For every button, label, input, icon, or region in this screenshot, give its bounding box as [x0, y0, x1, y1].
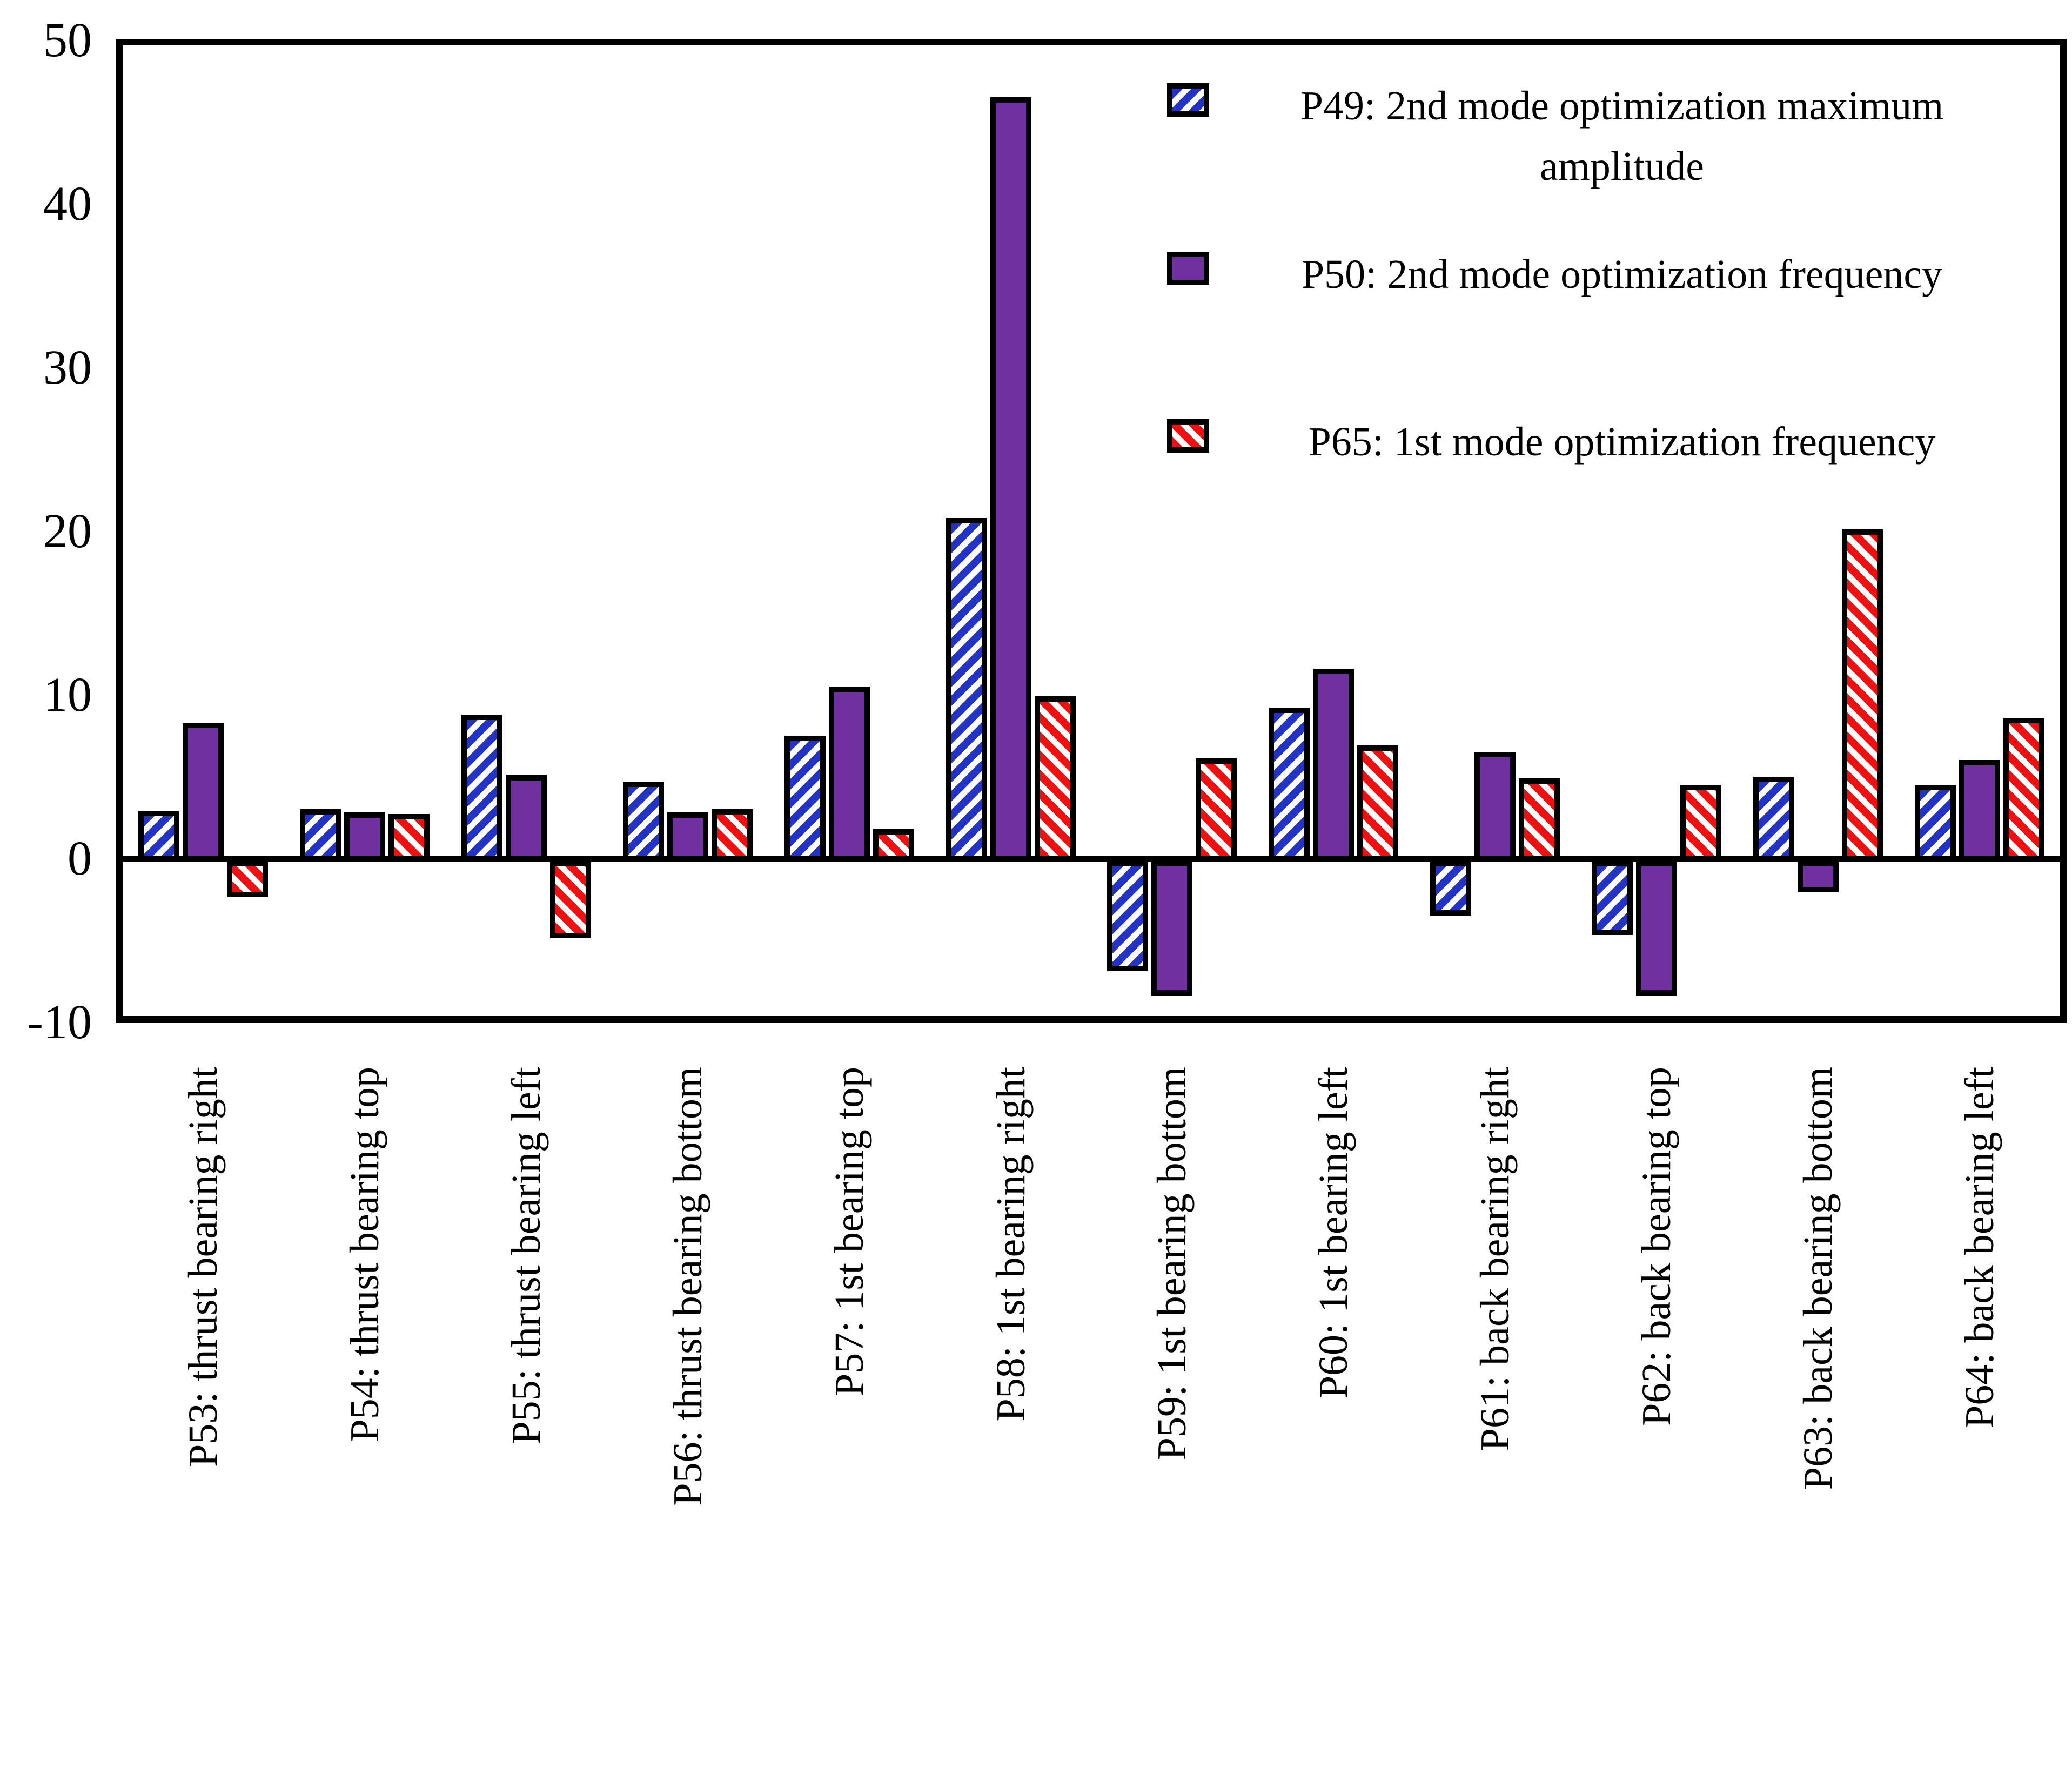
bar-P57-series0: [784, 735, 826, 862]
legend-entry: P65: 1st mode optimization frequency: [1167, 412, 2027, 472]
bar-P62-series1: [1635, 861, 1677, 996]
x-category-label: P59: 1st bearing bottom: [1149, 1067, 1195, 1461]
bar-P57-series1: [828, 687, 870, 862]
y-tick-label: 40: [43, 177, 92, 231]
bar-P64-series1: [1959, 760, 2000, 862]
legend-entry: P49: 2nd mode optimization maximum ampli…: [1167, 76, 2027, 197]
x-category-label: P63: back bearing bottom: [1795, 1067, 1841, 1490]
bar-P60-series1: [1313, 668, 1354, 862]
bar-P61-series1: [1474, 752, 1516, 862]
bar-P54-series1: [344, 812, 386, 862]
bar-P62-series0: [1591, 861, 1633, 936]
bar-P59-series0: [1107, 861, 1149, 971]
bar-P58-series2: [1034, 696, 1076, 862]
legend-swatch-icon: [1167, 252, 1209, 285]
bar-P64-series2: [2003, 717, 2044, 862]
legend-swatch-icon: [1167, 83, 1209, 117]
legend-entry: P50: 2nd mode optimization frequency: [1167, 244, 2027, 305]
bar-P63-series1: [1797, 861, 1839, 893]
legend-swatch-icon: [1167, 419, 1209, 453]
x-category-label: P53: thrust bearing right: [180, 1067, 226, 1467]
bar-P56-series0: [622, 781, 664, 862]
x-category-label: P57: 1st bearing top: [826, 1067, 872, 1397]
bar-P63-series2: [1841, 529, 1883, 862]
bar-P62-series2: [1680, 784, 1721, 862]
y-tick-label: -10: [27, 996, 92, 1049]
bar-P56-series1: [667, 812, 708, 862]
x-category-label: P60: 1st bearing left: [1311, 1067, 1357, 1399]
bar-chart: 50 40 30 20 10 0 -10 P53: thrust bearing right…: [27, 14, 2067, 1506]
plot-area: [116, 39, 2067, 1023]
y-tick-label: 30: [43, 341, 92, 394]
bar-P64-series0: [1914, 784, 1956, 862]
bar-P59-series1: [1151, 861, 1193, 996]
x-category-label: P54: thrust bearing top: [342, 1067, 388, 1442]
bar-P61-series0: [1430, 861, 1472, 916]
legend-label: P49: 2nd mode optimization maximum ampli…: [1300, 83, 1944, 189]
y-tick-label: 0: [68, 832, 92, 885]
bar-P53-series0: [138, 811, 180, 862]
bar-P59-series2: [1196, 758, 1237, 862]
bar-P60-series2: [1357, 745, 1399, 862]
legend-label: P65: 1st mode optimization frequency: [1308, 419, 1936, 465]
bar-P63-series0: [1753, 776, 1794, 862]
x-category-label: P56: thrust bearing bottom: [665, 1067, 710, 1506]
x-category-label: P58: 1st bearing right: [988, 1067, 1034, 1422]
bar-P53-series1: [183, 722, 224, 862]
bars-layer: [123, 45, 2060, 1016]
x-category-label: P55: thrust bearing left: [504, 1067, 549, 1444]
bar-P55-series0: [461, 714, 503, 862]
bar-P58-series0: [946, 517, 987, 862]
zero-axis-line: [123, 856, 2060, 862]
bar-P55-series2: [550, 861, 592, 939]
x-category-label: P64: back bearing left: [1956, 1067, 2002, 1429]
bar-P53-series2: [227, 861, 269, 898]
bar-P60-series0: [1269, 708, 1310, 862]
y-tick-label: 10: [43, 668, 92, 722]
bar-P55-series1: [506, 775, 547, 862]
legend-label: P50: 2nd mode optimization frequency: [1301, 252, 1943, 297]
y-tick-label: 20: [43, 505, 92, 558]
bar-P56-series2: [711, 809, 753, 862]
y-tick-label: 50: [43, 14, 92, 67]
bar-P61-series2: [1519, 778, 1560, 862]
bar-P54-series0: [300, 809, 341, 862]
x-category-label: P61: back bearing right: [1472, 1067, 1518, 1451]
bar-P58-series1: [990, 97, 1031, 862]
bar-P54-series2: [388, 814, 430, 862]
x-category-label: P62: back bearing top: [1633, 1067, 1679, 1426]
